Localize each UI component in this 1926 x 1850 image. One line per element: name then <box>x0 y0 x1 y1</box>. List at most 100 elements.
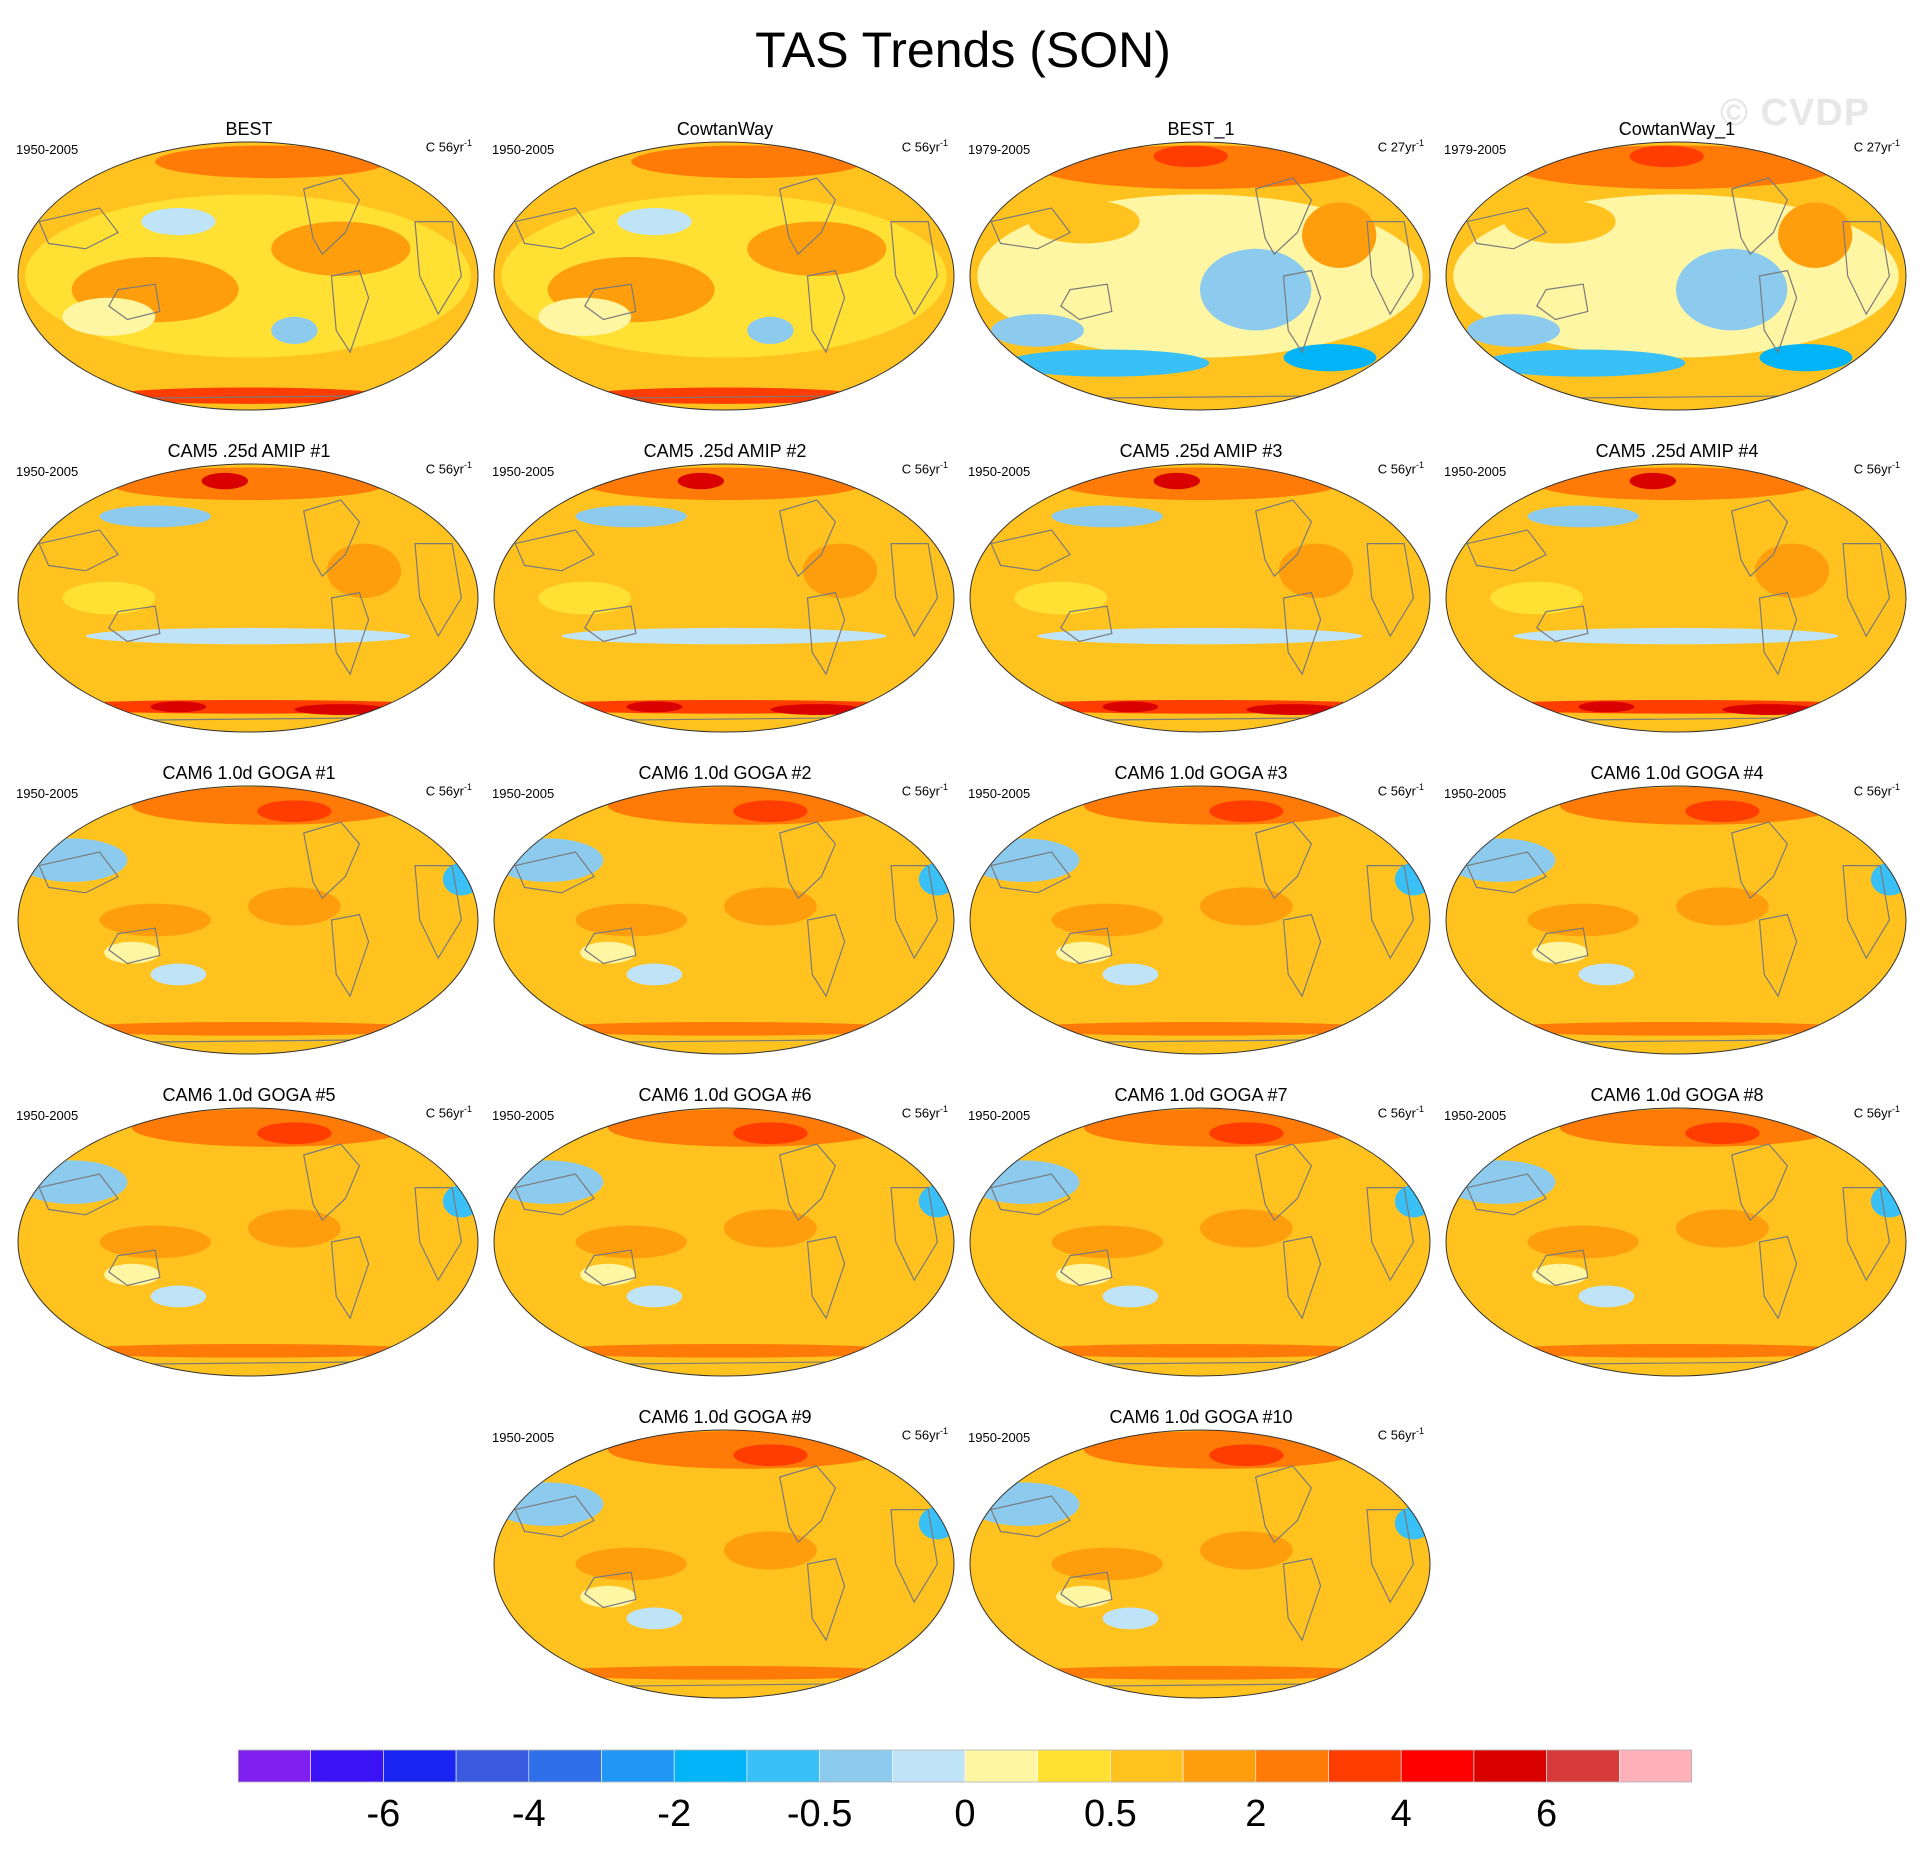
coastline <box>414 865 463 960</box>
panel-period: 1950-2005 <box>492 142 555 157</box>
trend-shading <box>1060 467 1340 501</box>
panel-period: 1950-2005 <box>1444 1108 1507 1123</box>
trend-shading <box>1446 838 1556 882</box>
trend-shading <box>442 862 478 896</box>
global-trend-map <box>17 463 479 733</box>
colorbar-swatch <box>1037 1749 1111 1783</box>
map-panel: CAM5 .25d AMIP #2 1950-2005 C 56yr-1 <box>490 440 960 740</box>
coastline <box>330 591 370 676</box>
coastline <box>1366 865 1415 960</box>
coastline <box>890 543 939 638</box>
panel-units: C 56yr-1 <box>425 782 472 799</box>
map-panel: CAM6 1.0d GOGA #5 1950-2005 C 56yr-1 <box>14 1084 484 1384</box>
panel-units: C 56yr-1 <box>901 460 948 477</box>
coastline <box>890 1187 939 1282</box>
coastline <box>1842 865 1891 960</box>
coastline <box>1758 269 1798 354</box>
trend-shading <box>991 314 1084 347</box>
coastline <box>1366 543 1415 638</box>
coastline <box>806 1557 846 1642</box>
trend-shading <box>631 145 864 179</box>
trend-shading <box>1578 963 1635 986</box>
panel-period: 1950-2005 <box>968 786 1031 801</box>
trend-shading <box>1200 1209 1293 1248</box>
coastline <box>330 269 370 354</box>
coastline <box>1466 529 1548 572</box>
coastline <box>108 395 388 399</box>
coastline <box>38 1173 120 1216</box>
trend-shading <box>494 838 604 882</box>
colorbar-tick-label: -2 <box>657 1793 691 1835</box>
panel-title: CAM6 1.0d GOGA #8 <box>1590 1085 1764 1105</box>
panel-units: C 56yr-1 <box>901 1426 948 1443</box>
coastline <box>1758 1235 1798 1320</box>
coastline <box>1060 1039 1340 1043</box>
coastline <box>890 221 939 316</box>
trend-shading <box>626 701 683 713</box>
coastline <box>806 591 846 676</box>
panel-units: C 56yr-1 <box>425 460 472 477</box>
panel-title: CAM6 1.0d GOGA #5 <box>162 1085 336 1105</box>
panel-title: CAM5 .25d AMIP #2 <box>643 441 807 461</box>
trend-shading <box>1778 202 1853 268</box>
trend-shading <box>494 1160 604 1204</box>
coastline <box>303 177 361 256</box>
trend-shading <box>575 1547 687 1581</box>
global-trend-map <box>493 1107 955 1377</box>
panel-title: CAM6 1.0d GOGA #2 <box>638 763 812 783</box>
coastline <box>779 177 837 256</box>
coastline <box>414 543 463 638</box>
global-trend-map <box>17 785 479 1055</box>
trend-shading <box>1504 199 1616 244</box>
coastline <box>1536 283 1589 321</box>
coastline <box>108 1249 161 1287</box>
trend-shading <box>1446 1160 1556 1204</box>
trend-shading <box>99 903 211 937</box>
coastline <box>1842 543 1891 638</box>
map-panel: BEST 1950-2005 C 56yr-1 <box>14 118 484 418</box>
figure-title: TAS Trends (SON) <box>755 22 1171 78</box>
panel-units: C 56yr-1 <box>1853 1104 1900 1121</box>
trend-shading <box>1051 505 1163 528</box>
coastline <box>1060 717 1340 721</box>
coastline <box>779 1465 837 1544</box>
colorbar-tick-label: -4 <box>512 1793 546 1835</box>
colorbar-swatch <box>383 1749 457 1783</box>
coastline <box>108 1361 388 1365</box>
trend-shading <box>1513 145 1839 189</box>
coastline <box>584 1039 864 1043</box>
global-trend-map <box>493 141 955 411</box>
trend-shading <box>1685 800 1760 823</box>
map-panel: CAM6 1.0d GOGA #3 1950-2005 C 56yr-1 <box>966 762 1436 1062</box>
panel-period: 1950-2005 <box>1444 786 1507 801</box>
trend-shading <box>1870 862 1906 896</box>
trend-shading <box>575 505 687 528</box>
coastline <box>38 851 120 894</box>
coastline <box>1842 221 1891 316</box>
coastline <box>1255 1465 1313 1544</box>
trend-shading <box>626 1285 683 1308</box>
coastline <box>779 499 837 578</box>
trend-shading <box>1278 543 1354 598</box>
panel-period: 1950-2005 <box>16 142 79 157</box>
coastline <box>108 605 161 643</box>
colorbar-tick-label: -0.5 <box>787 1793 852 1835</box>
coastline <box>806 269 846 354</box>
coastline <box>414 1187 463 1282</box>
colorbar-tick-label: 2 <box>1245 1793 1266 1835</box>
trend-shading <box>1200 887 1293 926</box>
trend-shading <box>970 1482 1080 1526</box>
trend-shading <box>1102 963 1159 986</box>
trend-shading <box>104 941 160 964</box>
coastline <box>584 283 637 321</box>
trend-shading <box>1246 704 1340 715</box>
trend-shading <box>970 838 1080 882</box>
coastline <box>1536 717 1816 721</box>
trend-shading <box>1102 701 1159 713</box>
map-panel: CAM6 1.0d GOGA #9 1950-2005 C 56yr-1 <box>490 1406 960 1706</box>
coastline <box>1255 499 1313 578</box>
colorbar-tick-label: 0 <box>954 1793 975 1835</box>
trend-shading <box>733 800 808 823</box>
panel-period: 1950-2005 <box>16 464 79 479</box>
map-panel: CowtanWay_1 1979-2005 C 27yr-1 <box>1442 118 1912 418</box>
